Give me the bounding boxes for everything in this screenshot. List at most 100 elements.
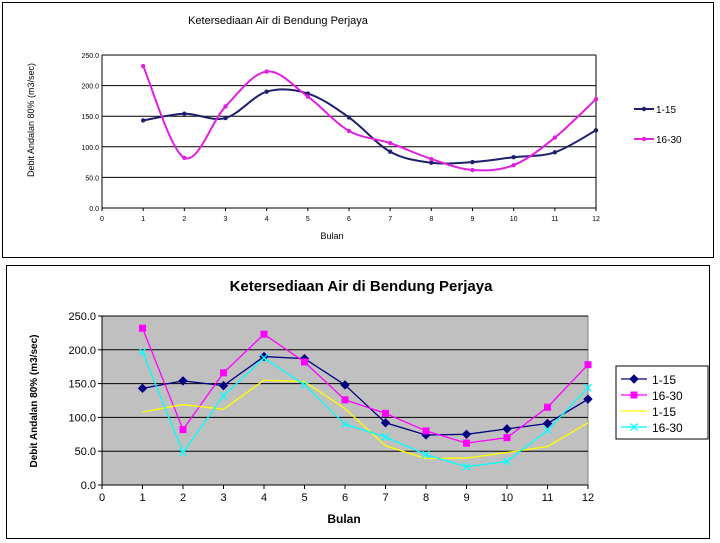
chart1-data-point — [264, 69, 269, 74]
chart2-xtick-label: 11 — [542, 492, 553, 504]
chart1-data-point — [264, 89, 269, 94]
chart1-xtick-label: 2 — [182, 216, 186, 223]
chart1-svg: Ketersediaan Air di Bendung Perjaya Debit… — [2, 2, 714, 258]
chart1-ylabel: Debit Andalan 80% (m3/sec) — [26, 63, 36, 177]
chart2-data-point — [503, 457, 511, 466]
chart2-data-point — [219, 391, 228, 400]
chart1-xtick-label: 8 — [429, 216, 433, 223]
chart2-data-point — [179, 448, 187, 457]
chart1-ytick-label: 100.0 — [81, 145, 99, 152]
chart1-xtick-label: 7 — [388, 216, 392, 223]
chart2-ytick-label: 200.0 — [68, 345, 96, 357]
chart1-data-point — [346, 128, 352, 134]
chart2-xtick-label: 10 — [501, 492, 513, 504]
chart2-data-point — [137, 383, 148, 394]
chart1-data-point — [140, 118, 146, 123]
chart2-xtick-label: 0 — [99, 492, 105, 504]
chart2-data-point — [218, 380, 229, 391]
chart1-xtick-label: 10 — [510, 216, 518, 223]
chart1-data-point — [470, 159, 475, 165]
chart2-data-point — [583, 394, 593, 404]
chart1-xtick-label: 5 — [306, 216, 310, 223]
chart2-data-point — [220, 369, 227, 377]
chart1-data-point — [511, 155, 516, 160]
chart2-series-line — [142, 355, 589, 436]
chart2-svg: Ketersediaan Air di Bendung Perjaya Debit… — [29, 278, 709, 526]
chart1-data-point — [552, 135, 558, 140]
chart2-ytick-label: 100.0 — [68, 412, 96, 424]
chart2-series-2 — [142, 379, 589, 460]
chart1-data-point — [346, 115, 352, 120]
chart2-series-line — [142, 379, 589, 460]
chart1-data-point — [387, 140, 393, 146]
chart1-xtick-label: 0 — [100, 216, 104, 223]
chart1-ytick-label: 0.0 — [89, 206, 99, 213]
chart1-title: Ketersediaan Air di Bendung Perjaya — [188, 15, 369, 27]
chart2-legend-marker — [629, 374, 639, 384]
chart2-series-3 — [138, 347, 592, 471]
chart2-data-point — [138, 347, 147, 356]
chart2-data-point — [382, 409, 389, 417]
chart1-xtick-label: 3 — [224, 216, 228, 223]
chart2-ytick-label: 50.0 — [75, 446, 96, 458]
chart2-series-line — [141, 327, 589, 444]
chart2-xtick-label: 9 — [463, 492, 469, 504]
chart2-legend-label: 16-30 — [652, 389, 683, 403]
chart2-ytick-label: 0.0 — [81, 480, 96, 492]
chart2-xtick-label: 2 — [180, 492, 186, 504]
chart2-xtick-label: 7 — [382, 492, 388, 504]
chart2-data-point — [300, 380, 309, 389]
chart1-ytick-label: 50.0 — [85, 175, 99, 182]
chart1-xtick-label: 4 — [265, 216, 269, 223]
chart1-ytick-label: 200.0 — [81, 84, 99, 91]
chart1-series-1 — [140, 63, 599, 173]
chart1-ytick-label: 150.0 — [81, 114, 99, 121]
chart1-data-point — [223, 104, 228, 109]
chart1-xtick-label: 1 — [141, 216, 145, 223]
chart1-data-point — [429, 156, 434, 162]
chart2-data-point — [260, 353, 268, 362]
chart2-xtick-label: 6 — [342, 492, 348, 504]
chart2-legend-marker — [630, 391, 638, 399]
chart2-ylabel: Debit Andalan 80% (m3/sec) — [29, 334, 40, 467]
chart2-data-point — [584, 383, 592, 392]
chart2-xlabel: Bulan — [327, 512, 360, 526]
chart2-legend-marker — [630, 423, 638, 431]
chart1-data-point — [182, 111, 187, 116]
chart2-data-point — [502, 424, 512, 434]
chart2-data-point — [544, 403, 551, 411]
chart2-data-point — [461, 429, 472, 440]
chart2-xtick-label: 1 — [139, 492, 145, 504]
chart1-xtick-label: 11 — [551, 216, 558, 223]
chart1-data-point — [387, 149, 393, 154]
chart2-data-point — [543, 426, 552, 435]
chart2-series-1 — [139, 324, 592, 447]
chart2-legend-label: 1-15 — [652, 373, 676, 387]
chart1-data-point — [593, 96, 599, 102]
chart2-ytick-label: 150.0 — [68, 379, 96, 391]
chart-bottom: Ketersediaan Air di Bendung Perjaya Debit… — [6, 265, 710, 539]
chart1-legend-label: 1-15 — [656, 105, 676, 116]
chart1-data-point — [552, 150, 558, 155]
chart1-data-point — [182, 155, 187, 161]
chart2-xtick-label: 3 — [220, 492, 226, 504]
chart2-data-point — [422, 427, 430, 435]
chart2-data-point — [542, 418, 553, 429]
chart1-ytick-label: 250.0 — [81, 53, 99, 60]
chart2-xtick-label: 8 — [423, 492, 429, 504]
chart1-xtick-label: 6 — [347, 216, 351, 223]
chart1-data-point — [305, 94, 311, 99]
chart-top: Ketersediaan Air di Bendung Perjaya Debit… — [2, 2, 714, 258]
chart2-xtick-label: 5 — [301, 492, 307, 504]
chart2-data-point — [179, 426, 187, 434]
chart1-data-point — [140, 63, 146, 69]
chart2-data-point — [584, 361, 592, 369]
chart2-title: Ketersediaan Air di Bendung Perjaya — [230, 278, 494, 295]
chart2-data-point — [139, 324, 146, 332]
chart1-data-point — [223, 115, 228, 121]
chart1-legend-label: 16-30 — [656, 135, 682, 146]
chart1-legend-marker — [641, 136, 647, 142]
chart1-xlabel: Bulan — [320, 231, 343, 241]
chart1-xtick-label: 12 — [592, 216, 600, 223]
chart2-data-point — [301, 358, 308, 366]
